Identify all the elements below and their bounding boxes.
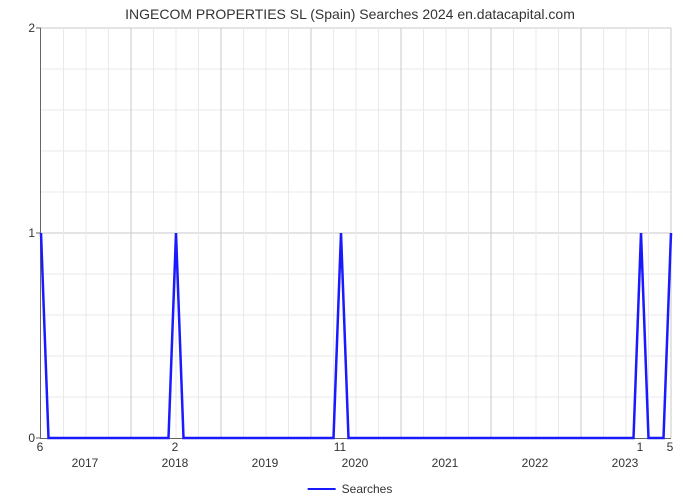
x-tick-label: 2020 — [342, 456, 369, 470]
chart-svg — [41, 28, 671, 438]
x-tick-label: 2018 — [162, 456, 189, 470]
value-label: 11 — [334, 440, 346, 454]
value-label: 2 — [172, 440, 179, 454]
x-tick-label: 2021 — [432, 456, 459, 470]
value-label: 1 — [637, 440, 644, 454]
chart-title: INGECOM PROPERTIES SL (Spain) Searches 2… — [0, 6, 700, 22]
x-tick-label: 2019 — [252, 456, 279, 470]
x-tick-label: 2022 — [522, 456, 549, 470]
legend-swatch — [308, 488, 336, 490]
legend-label: Searches — [342, 482, 393, 496]
value-label: 5 — [667, 440, 674, 454]
x-tick-label: 2023 — [612, 456, 639, 470]
legend: Searches — [308, 482, 393, 496]
plot-area — [40, 28, 671, 439]
y-tick-label: 1 — [5, 226, 35, 240]
x-tick-label: 2017 — [72, 456, 99, 470]
value-label: 6 — [37, 440, 44, 454]
y-tick-label: 2 — [5, 21, 35, 35]
y-tick-label: 0 — [5, 431, 35, 445]
